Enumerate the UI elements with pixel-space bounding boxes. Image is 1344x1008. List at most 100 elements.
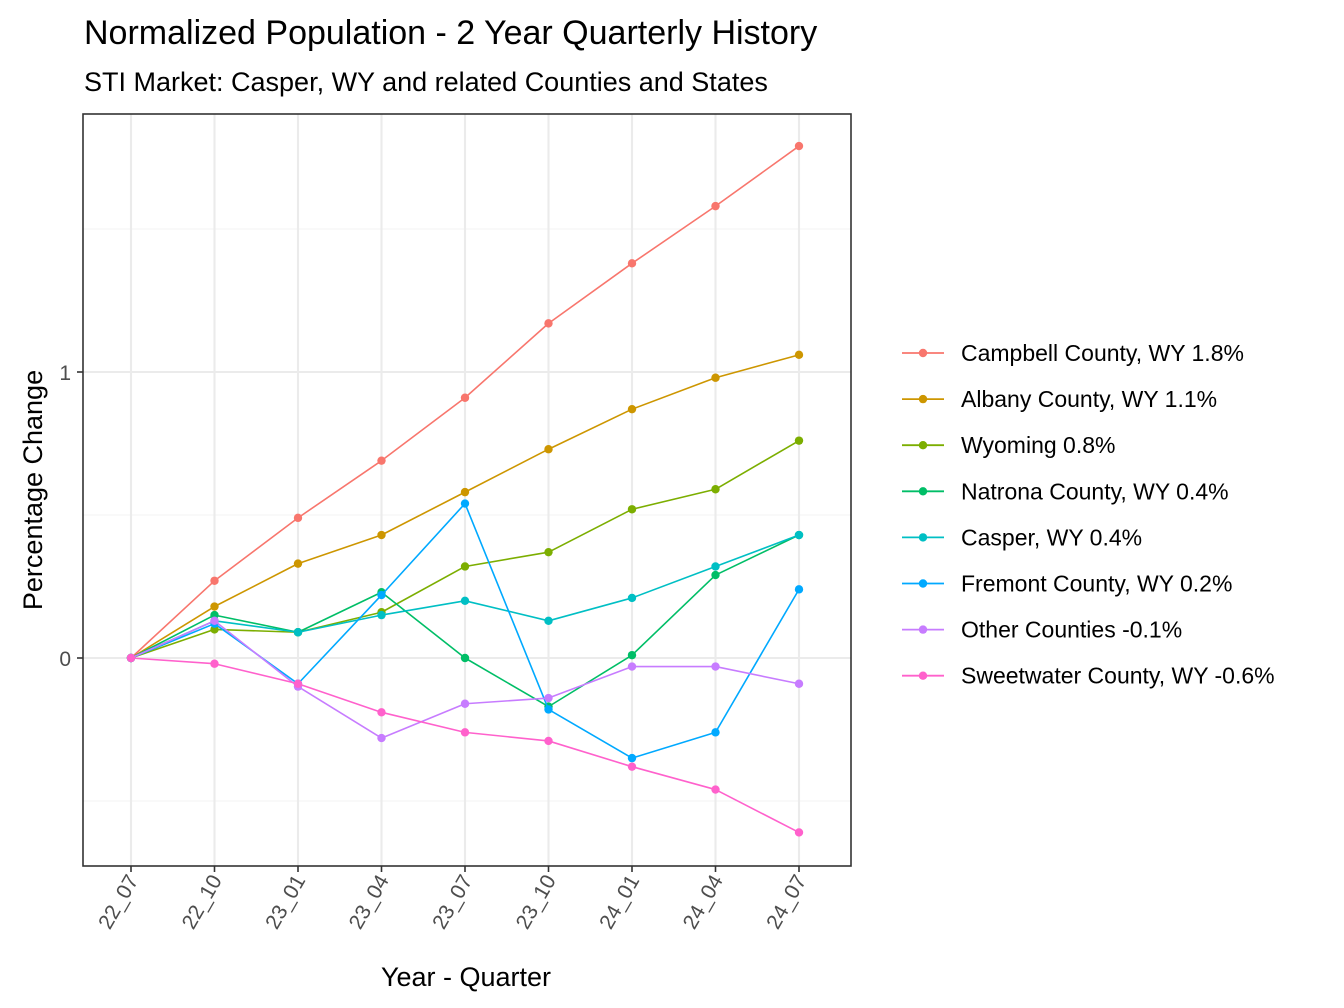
- data-point: [711, 785, 720, 794]
- data-point: [377, 708, 386, 717]
- data-point: [794, 585, 804, 594]
- panel-border: [82, 113, 852, 867]
- legend-item: Fremont County, WY 0.2%: [902, 571, 1232, 597]
- data-point: [711, 728, 720, 737]
- data-point: [711, 201, 720, 211]
- legend-key-point: [918, 533, 928, 542]
- data-point: [210, 616, 219, 626]
- data-point: [293, 628, 303, 637]
- legend-item: Albany County, WY 1.1%: [902, 386, 1217, 412]
- data-point: [627, 762, 637, 771]
- data-point: [711, 485, 720, 494]
- legend-key-point: [918, 394, 928, 404]
- series-1: [126, 350, 804, 663]
- data-point: [210, 659, 219, 668]
- data-point: [711, 373, 720, 382]
- legend-key-point: [918, 625, 928, 634]
- data-point: [126, 653, 136, 663]
- data-point: [377, 456, 386, 465]
- data-point: [460, 562, 470, 571]
- x-tick-label: 23_10: [512, 871, 561, 933]
- legend-label: Albany County, WY 1.1%: [961, 386, 1217, 412]
- legend-label: Fremont County, WY 0.2%: [961, 571, 1232, 597]
- legend-item: Campbell County, WY 1.8%: [902, 340, 1244, 366]
- data-point: [210, 602, 219, 611]
- x-tick-label: 24_04: [679, 871, 728, 933]
- data-point: [627, 662, 637, 671]
- data-point: [544, 445, 553, 454]
- data-point: [794, 436, 804, 445]
- data-point: [711, 562, 720, 571]
- legend-label: Other Counties -0.1%: [961, 617, 1182, 643]
- data-point: [794, 679, 804, 688]
- data-point: [210, 576, 219, 585]
- x-tick-label: 23_07: [428, 871, 477, 933]
- y-tick-label: 1: [59, 362, 71, 385]
- data-point: [711, 570, 720, 580]
- data-point: [627, 505, 637, 514]
- data-point: [377, 610, 386, 620]
- x-tick-label: 24_07: [762, 871, 811, 933]
- data-point: [627, 259, 637, 268]
- x-tick-label: 22_10: [178, 871, 227, 933]
- data-point: [544, 693, 553, 703]
- series-4: [126, 530, 804, 663]
- legend-label: Casper, WY 0.4%: [961, 524, 1142, 550]
- data-point: [293, 559, 303, 568]
- data-point: [794, 828, 804, 837]
- y-tick-label: 0: [59, 648, 71, 671]
- data-point: [460, 393, 470, 402]
- data-point: [544, 547, 553, 557]
- series-7: [126, 653, 804, 837]
- data-point: [460, 487, 470, 497]
- x-tick-label: 22_07: [94, 871, 143, 933]
- legend-item: Wyoming 0.8%: [902, 432, 1115, 458]
- data-point: [627, 650, 637, 660]
- legend-item: Sweetwater County, WY -0.6%: [902, 663, 1275, 689]
- data-point: [627, 593, 637, 603]
- legend-key-point: [918, 671, 928, 680]
- legend: Campbell County, WY 1.8% Albany County, W…: [902, 340, 1275, 689]
- plot-panel: 0 1 22_07 22_10 23_01 23_04 23_07 23_10 24_01 24_…: [59, 113, 852, 933]
- legend-label: Sweetwater County, WY -0.6%: [961, 663, 1275, 689]
- legend-key-point: [918, 441, 928, 450]
- x-tick-label: 24_01: [595, 871, 644, 933]
- legend-item: Natrona County, WY 0.4%: [902, 478, 1229, 504]
- x-tick-label: 23_04: [345, 871, 394, 933]
- data-point: [544, 736, 553, 746]
- data-point: [544, 705, 553, 714]
- data-point: [460, 728, 470, 737]
- data-point: [293, 679, 303, 688]
- x-tick-label: 23_01: [261, 871, 310, 933]
- data-point: [794, 141, 804, 151]
- legend-label: Natrona County, WY 0.4%: [961, 478, 1229, 504]
- legend-item: Casper, WY 0.4%: [902, 524, 1142, 550]
- data-point: [794, 530, 804, 540]
- data-point: [377, 530, 386, 540]
- series-0: [126, 141, 804, 663]
- data-point: [460, 499, 470, 508]
- chart-title: Normalized Population - 2 Year Quarterly…: [84, 14, 817, 52]
- legend-key-point: [918, 579, 928, 588]
- data-point: [711, 662, 720, 671]
- data-point: [627, 404, 637, 414]
- x-axis-title: Year - Quarter: [381, 962, 551, 992]
- legend-label: Wyoming 0.8%: [961, 432, 1115, 458]
- y-axis-title: Percentage Change: [18, 370, 48, 610]
- data-point: [460, 653, 470, 663]
- data-point: [460, 596, 470, 605]
- chart-subtitle: STI Market: Casper, WY and related Count…: [84, 67, 768, 97]
- legend-label: Campbell County, WY 1.8%: [961, 340, 1244, 366]
- data-point: [377, 733, 386, 743]
- data-point: [544, 616, 553, 626]
- data-point: [794, 350, 804, 360]
- data-point: [627, 753, 637, 763]
- legend-key-point: [918, 487, 928, 496]
- legend-item: Other Counties -0.1%: [902, 617, 1182, 643]
- data-point: [460, 699, 470, 708]
- legend-key-point: [918, 348, 928, 358]
- data-point: [544, 319, 553, 328]
- data-point: [293, 513, 303, 523]
- data-point: [377, 590, 386, 600]
